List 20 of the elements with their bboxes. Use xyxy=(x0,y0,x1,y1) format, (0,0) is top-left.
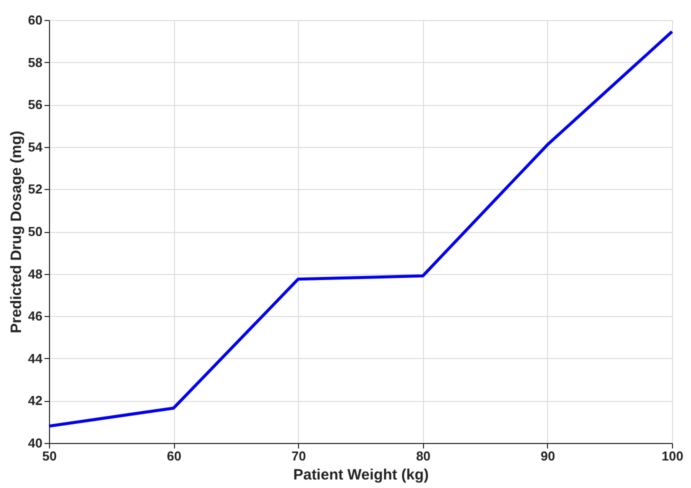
x-tick-label: 60 xyxy=(166,448,182,464)
y-tick-label: 60 xyxy=(28,12,42,28)
x-tick-label: 80 xyxy=(416,448,431,464)
y-tick-label: 48 xyxy=(28,266,42,282)
x-tick-label: 70 xyxy=(291,448,306,464)
y-tick-label: 50 xyxy=(28,224,42,239)
y-tick-label: 44 xyxy=(28,350,44,366)
y-tick-label: 58 xyxy=(28,54,42,70)
y-tick-label: 52 xyxy=(28,182,42,197)
y-tick-label: 40 xyxy=(28,436,42,450)
y-tick-label: 54 xyxy=(28,139,44,154)
x-tick-label: 50 xyxy=(42,448,57,464)
line-series xyxy=(48,30,674,428)
x-tick-label: 90 xyxy=(540,448,556,464)
y-axis-title: Predicted Drug Dosage (mg) xyxy=(8,130,26,334)
y-tick-label: 42 xyxy=(28,393,42,408)
y-tick-label: 56 xyxy=(28,97,42,112)
x-tick-label: 100 xyxy=(662,448,684,464)
x-axis-title: Patient Weight (kg) xyxy=(293,466,429,484)
y-tick-label: 46 xyxy=(28,308,42,324)
